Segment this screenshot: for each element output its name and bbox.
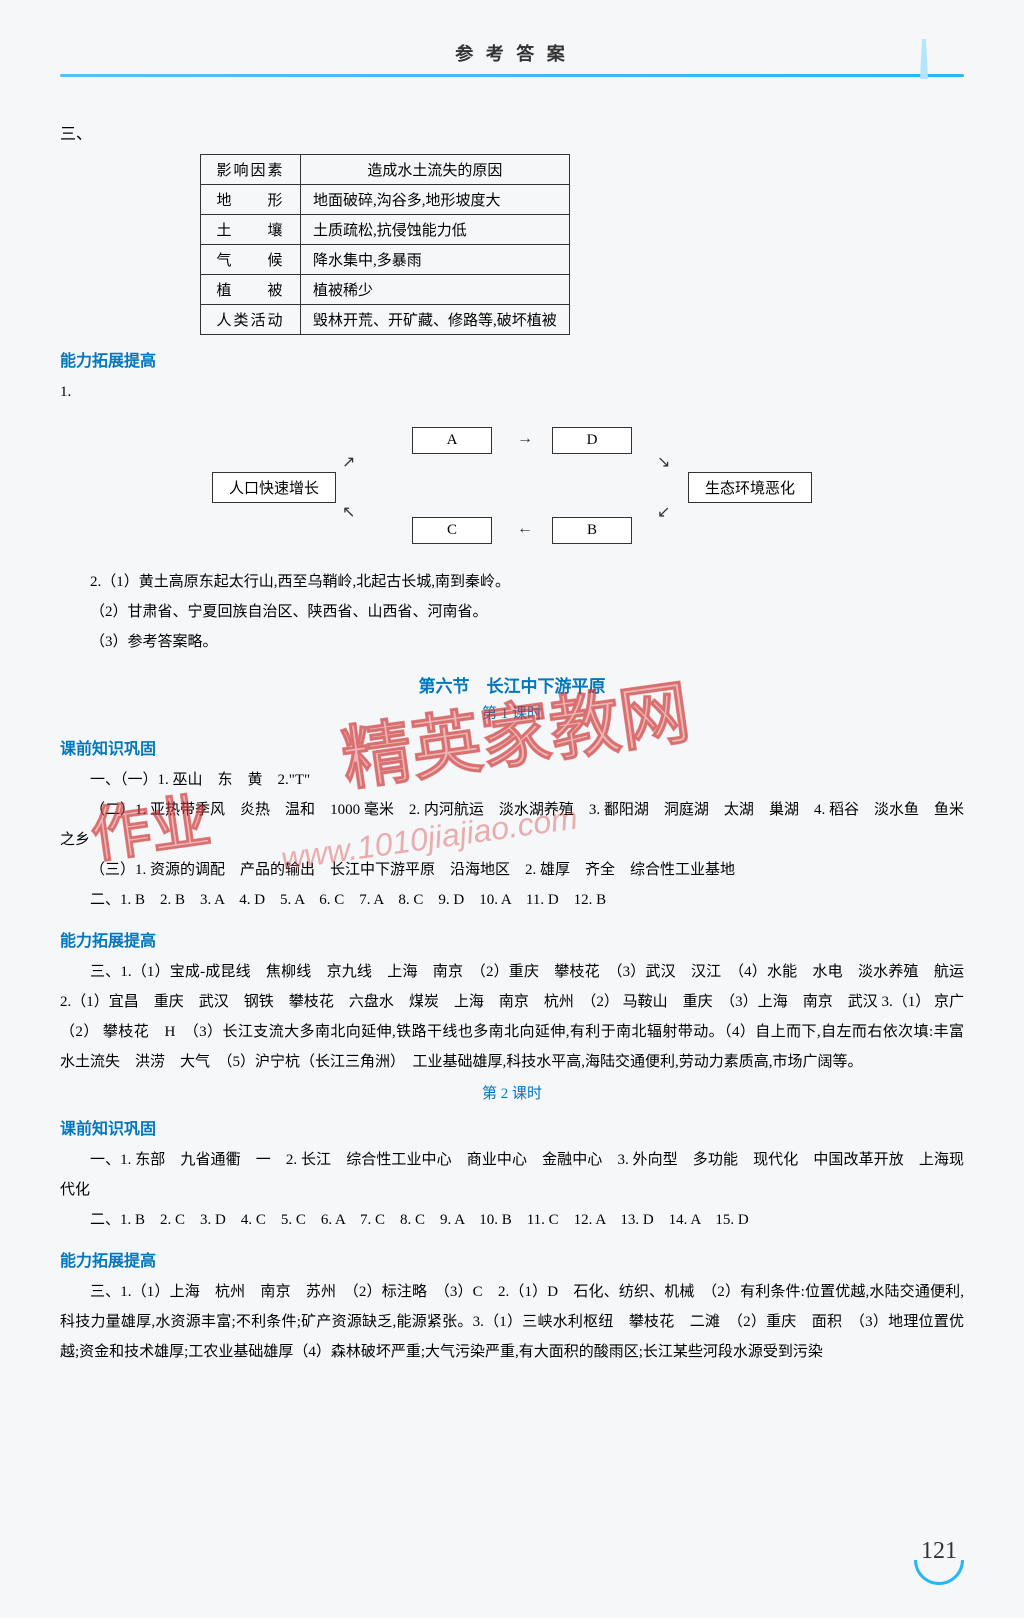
header-title: 参 考 答 案 — [60, 40, 964, 66]
preclass-heading-1: 课前知识巩固 — [60, 735, 964, 759]
table-cell: 毁林开荒、开矿藏、修路等,破坏植被 — [301, 305, 570, 335]
answer-text: 2.（1）黄土高原东起太行山,西至乌鞘岭,北起古长城,南到秦岭。 — [60, 567, 964, 597]
section-3-label: 三、 — [60, 120, 964, 144]
ability-heading-1: 能力拓展提高 — [60, 347, 964, 371]
page-header: 参 考 答 案 — [60, 40, 964, 100]
answer-text: 二、1. B 2. B 3. A 4. D 5. A 6. C 7. A 8. … — [60, 885, 964, 915]
flow-box-d: D — [552, 427, 632, 454]
table-cell: 地 形 — [201, 185, 301, 215]
table-row: 地 形 地面破碎,沟谷多,地形坡度大 — [201, 185, 570, 215]
flow-box-b: B — [552, 517, 632, 544]
table-cell: 植 被 — [201, 275, 301, 305]
lesson-title: 第 1 课时 — [60, 702, 964, 723]
table-row: 气 候 降水集中,多暴雨 — [201, 245, 570, 275]
table-cell: 降水集中,多暴雨 — [301, 245, 570, 275]
answer-text: （3）参考答案略。 — [60, 627, 964, 657]
arrow-icon: ↗ — [342, 452, 355, 472]
ability-heading-3: 能力拓展提高 — [60, 1247, 964, 1271]
table-header-cell: 造成水土流失的原因 — [301, 155, 570, 185]
flow-box-c: C — [412, 517, 492, 544]
flow-diagram: 人口快速增长 A D 生态环境恶化 C B ↗ → ↘ ↙ ← ↖ — [212, 422, 812, 552]
ability1-item1: 1. — [60, 377, 964, 407]
answer-text: 三、1.（1）宝成-成昆线 焦柳线 京九线 上海 南京 （2）重庆 攀枝花 （3… — [60, 957, 964, 1077]
table-row: 人类活动 毁林开荒、开矿藏、修路等,破坏植被 — [201, 305, 570, 335]
arrow-icon: ← — [517, 520, 533, 538]
answer-text: （2）甘肃省、宁夏回族自治区、陕西省、山西省、河南省。 — [60, 597, 964, 627]
header-divider — [60, 74, 964, 77]
arrow-icon: ↘ — [657, 452, 670, 472]
flow-box-right: 生态环境恶化 — [688, 472, 812, 503]
preclass-heading-2: 课前知识巩固 — [60, 1115, 964, 1139]
table-cell: 植被稀少 — [301, 275, 570, 305]
answer-text: （二）1. 亚热带季风 炎热 温和 1000 毫米 2. 内河航运 淡水湖养殖 … — [60, 795, 964, 855]
chapter-title: 第六节 长江中下游平原 — [60, 672, 964, 697]
ability-heading-2: 能力拓展提高 — [60, 927, 964, 951]
page-number: 121 — [914, 1538, 964, 1588]
table-row: 土 壤 土质疏松,抗侵蚀能力低 — [201, 215, 570, 245]
page-number-value: 121 — [914, 1538, 964, 1565]
answer-text: 二、1. B 2. C 3. D 4. C 5. C 6. A 7. C 8. … — [60, 1205, 964, 1235]
lesson-title-2: 第 2 课时 — [60, 1082, 964, 1103]
table-row: 植 被 植被稀少 — [201, 275, 570, 305]
flow-box-left: 人口快速增长 — [212, 472, 336, 503]
soil-erosion-table: 影响因素 造成水土流失的原因 地 形 地面破碎,沟谷多,地形坡度大 土 壤 土质… — [200, 154, 570, 335]
table-row: 影响因素 造成水土流失的原因 — [201, 155, 570, 185]
table-cell: 土 壤 — [201, 215, 301, 245]
arrow-icon: ↖ — [342, 502, 355, 522]
table-cell: 地面破碎,沟谷多,地形坡度大 — [301, 185, 570, 215]
answer-text: （三）1. 资源的调配 产品的输出 长江中下游平原 沿海地区 2. 雄厚 齐全 … — [60, 855, 964, 885]
answer-text: 一、1. 东部 九省通衢 一 2. 长江 综合性工业中心 商业中心 金融中心 3… — [60, 1145, 964, 1205]
arrow-icon: ↙ — [657, 502, 670, 522]
table-cell: 土质疏松,抗侵蚀能力低 — [301, 215, 570, 245]
answer-text: 一、（一）1. 巫山 东 黄 2."T" — [60, 765, 964, 795]
answer-text: 三、1.（1）上海 杭州 南京 苏州 （2）标注略 （3）C 2.（1）D 石化… — [60, 1277, 964, 1367]
table-header-cell: 影响因素 — [201, 155, 301, 185]
table-cell: 人类活动 — [201, 305, 301, 335]
flow-box-a: A — [412, 427, 492, 454]
arrow-icon: → — [517, 430, 533, 448]
table-cell: 气 候 — [201, 245, 301, 275]
